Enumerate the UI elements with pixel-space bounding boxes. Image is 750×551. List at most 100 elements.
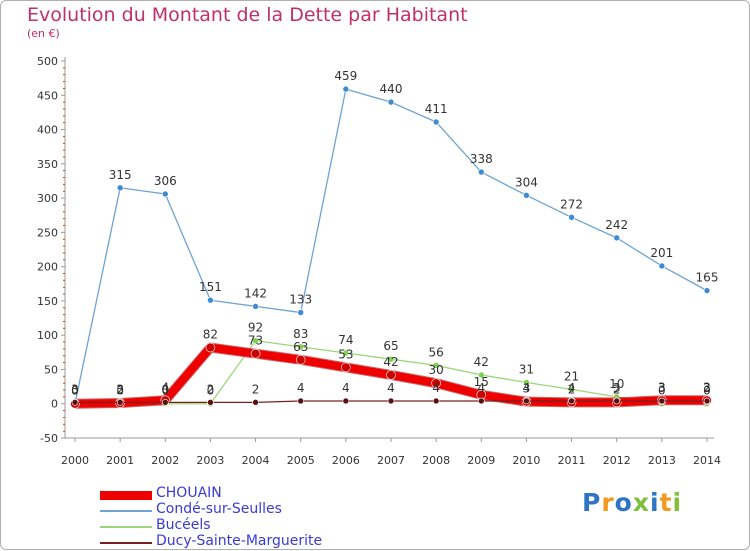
x-tick-label: 2011 — [558, 454, 586, 467]
data-label: 4 — [342, 381, 350, 395]
legend-item-conde-sur-seulles: Condé-sur-Seulles — [100, 501, 282, 519]
data-label: 74 — [338, 333, 353, 347]
data-point — [477, 397, 485, 405]
y-tick-label: 400 — [37, 124, 58, 137]
data-point — [658, 262, 666, 270]
data-label: 165 — [696, 271, 719, 285]
data-label: 2 — [703, 381, 711, 395]
data-label: 201 — [650, 246, 673, 260]
x-tick-label: 2010 — [512, 454, 540, 467]
x-tick-label: 2008 — [422, 454, 450, 467]
chart-unit: (en €) — [27, 27, 60, 40]
data-label: 133 — [289, 293, 312, 307]
legend-label: Condé-sur-Seulles — [156, 501, 282, 517]
data-label: 0 — [161, 382, 169, 396]
data-label: 4 — [297, 381, 305, 395]
data-label: 151 — [199, 280, 222, 294]
data-label: 92 — [248, 321, 263, 335]
data-label: 411 — [425, 102, 448, 116]
logo-letter: P — [582, 488, 602, 517]
x-tick-label: 2003 — [196, 454, 224, 467]
data-label: 83 — [293, 327, 308, 341]
x-tick-label: 2014 — [693, 454, 721, 467]
data-label: 31 — [519, 362, 534, 376]
data-point — [297, 343, 305, 351]
legend-label: Ducy-Sainte-Marguerite — [156, 533, 323, 549]
legend-item-chouain: CHOUAIN — [100, 485, 222, 503]
data-point — [161, 190, 169, 198]
y-tick-label: 250 — [37, 226, 58, 239]
x-tick-label: 2006 — [332, 454, 360, 467]
data-point — [523, 379, 530, 386]
x-tick-label: 2009 — [467, 454, 495, 467]
data-point — [477, 371, 485, 379]
data-point — [568, 386, 575, 393]
data-point — [703, 287, 711, 294]
y-tick-label: 350 — [37, 158, 58, 171]
data-label: 3 — [523, 382, 531, 396]
data-label: 0 — [71, 384, 79, 398]
y-tick-label: 0 — [51, 398, 58, 411]
y-tick-label: 50 — [44, 363, 58, 376]
y-tick-label: 100 — [37, 329, 58, 342]
data-label: 315 — [109, 168, 132, 182]
data-label: 0 — [161, 384, 169, 398]
logo-letter: x — [632, 488, 650, 517]
data-point — [116, 184, 124, 192]
data-label: 4 — [477, 381, 485, 395]
x-tick-label: 2005 — [287, 454, 315, 467]
legend-swatch — [100, 542, 152, 544]
data-label: 56 — [429, 345, 444, 359]
data-label: 10 — [609, 377, 624, 391]
data-label: 4 — [387, 381, 395, 395]
data-label: 82 — [203, 328, 218, 342]
data-point — [658, 397, 666, 405]
legend-swatch — [100, 526, 152, 528]
x-tick-label: 2012 — [603, 454, 631, 467]
data-label: 3 — [116, 382, 124, 396]
data-label: 4 — [432, 381, 440, 395]
data-label: 0 — [116, 384, 124, 398]
data-point — [387, 397, 395, 405]
y-tick-label: 450 — [37, 89, 58, 102]
data-label: 63 — [293, 340, 308, 354]
data-label: 2 — [568, 382, 576, 396]
data-label: 2 — [207, 382, 215, 396]
data-point — [613, 234, 621, 242]
data-label: 3 — [703, 380, 711, 394]
data-point — [387, 98, 395, 106]
data-label: 2 — [613, 382, 621, 396]
data-label: 65 — [383, 339, 398, 353]
data-point — [297, 309, 305, 316]
data-point — [252, 399, 259, 406]
logo-letter: i — [650, 488, 660, 517]
y-tick-label: -50 — [40, 432, 58, 445]
data-label: 0 — [703, 384, 711, 398]
data-label: 3 — [658, 380, 666, 394]
data-label: 4 — [568, 381, 576, 395]
data-label: 53 — [338, 347, 353, 361]
legend-item-buceels: Bucéels — [100, 517, 211, 535]
data-label: 3 — [71, 382, 79, 396]
data-point — [432, 118, 440, 126]
data-label: 2 — [116, 383, 124, 397]
data-point — [432, 362, 440, 369]
data-point — [568, 213, 575, 221]
proxiti-logo: Proxiti — [582, 488, 682, 517]
data-point — [387, 355, 395, 363]
data-label: 304 — [515, 175, 538, 189]
data-point — [432, 397, 440, 405]
logo-letter: o — [614, 488, 633, 517]
data-label: 30 — [429, 363, 444, 377]
data-label: 0 — [658, 384, 666, 398]
data-point — [568, 397, 575, 405]
data-point — [341, 362, 351, 373]
data-label: 272 — [560, 197, 583, 211]
data-label: 4 — [161, 380, 169, 394]
data-point — [161, 399, 169, 406]
data-label: 15 — [474, 375, 489, 389]
x-tick-label: 2000 — [61, 454, 89, 467]
data-label: 21 — [564, 369, 579, 383]
